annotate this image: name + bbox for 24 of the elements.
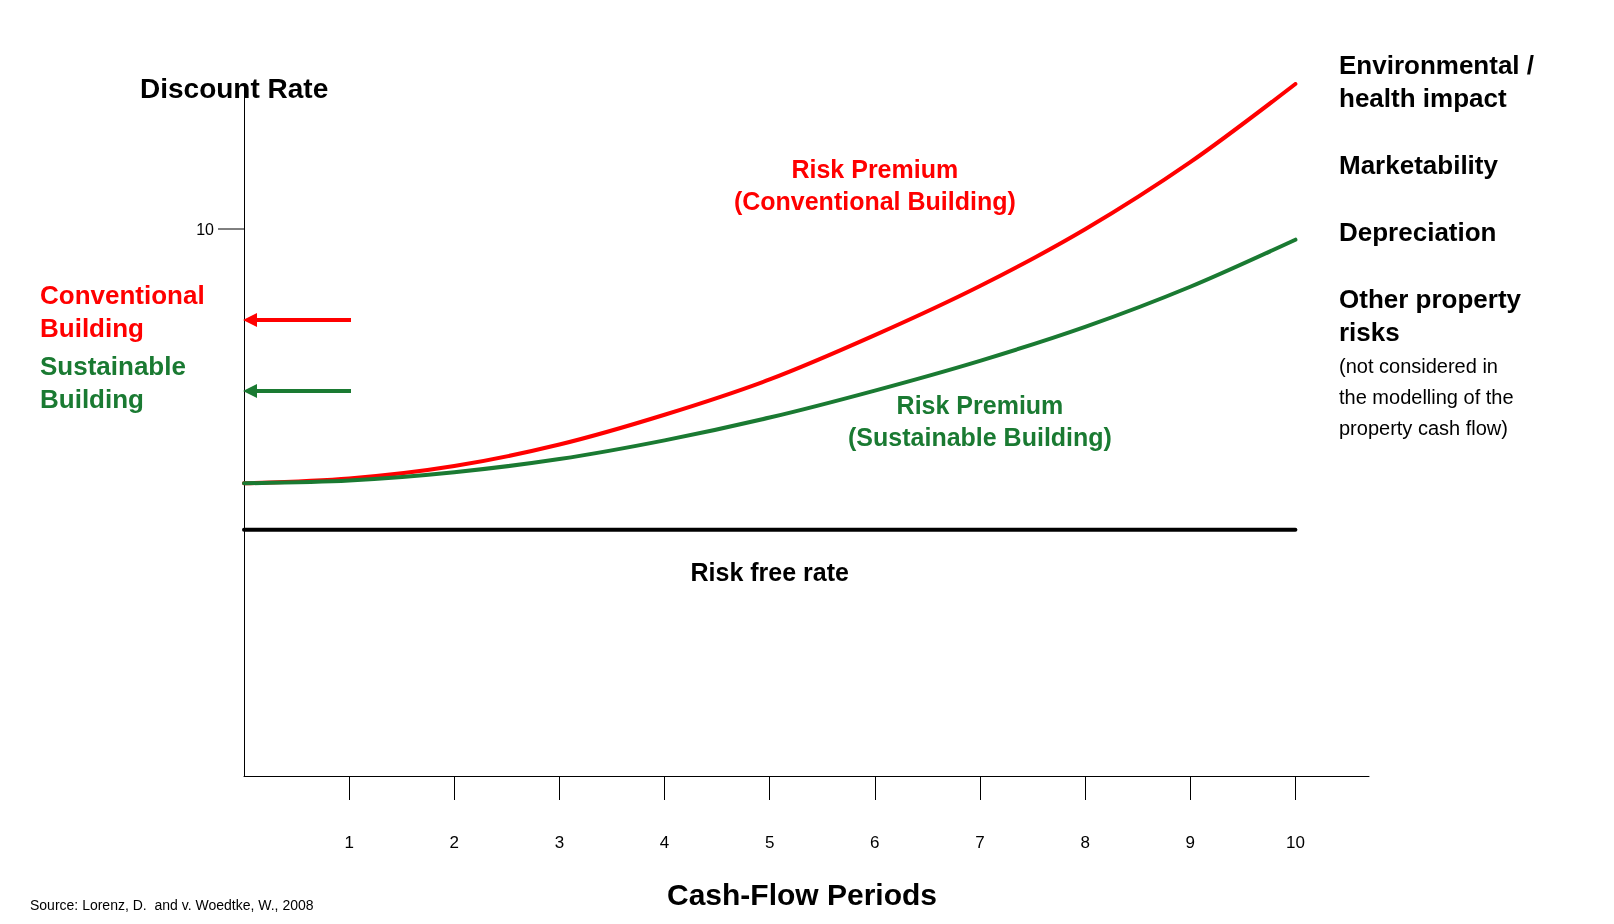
- x-tick-label: 3: [554, 833, 565, 852]
- text: Conventional Building: [40, 279, 205, 343]
- x-tick-label: 5: [764, 833, 775, 852]
- x-tick-label: 1: [344, 833, 354, 852]
- y-axis-title: Discount Rate: [140, 72, 329, 104]
- x-tick-label: 6: [870, 833, 880, 852]
- annotation: Marketability: [1339, 149, 1499, 180]
- annotation: Other property risks: [1339, 283, 1522, 347]
- series-label: Risk Premium (Conventional Building): [733, 155, 1016, 216]
- x-tick-label: 4: [659, 833, 670, 852]
- x-axis-title: Cash-Flow Periods: [666, 877, 938, 911]
- x-tick-label: 9: [1185, 833, 1195, 852]
- annotation: Depreciation: [1339, 216, 1497, 247]
- series-label: Risk Premium (Sustainable Building): [848, 390, 1112, 451]
- x-tick-label: 10: [1285, 833, 1305, 852]
- x-tick-label: 7: [975, 833, 985, 852]
- text: Sustainable Building: [40, 350, 186, 414]
- annotation: Environmental / health impact: [1339, 49, 1535, 113]
- source-note: Source: Lorenz, D. and v. Woedtke, W., 2008: [30, 897, 314, 913]
- annotation: (not considered in the modelling of the property cash flow): [1339, 354, 1514, 439]
- x-tick-label: 8: [1080, 833, 1090, 852]
- x-tick-label: 2: [449, 833, 460, 852]
- text: 10: [196, 220, 215, 238]
- series-label: Risk free rate: [690, 557, 849, 586]
